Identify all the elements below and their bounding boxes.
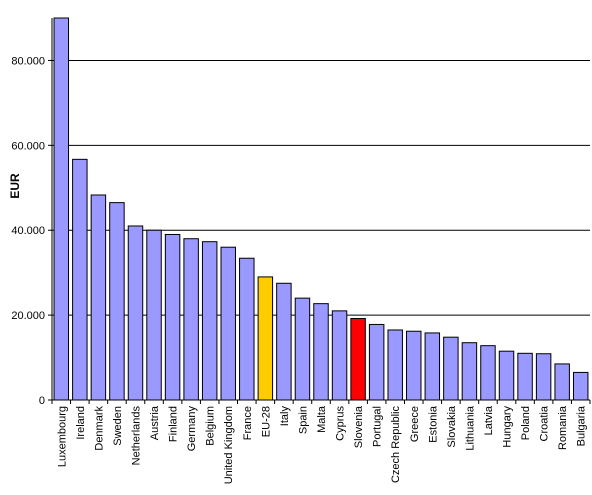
bar-austria xyxy=(146,229,162,401)
x-tick-label: Denmark xyxy=(93,406,105,451)
x-tick-label: Bulgaria xyxy=(576,405,588,446)
x-tick-label: Slovenia xyxy=(353,405,365,448)
bar-germany xyxy=(183,238,199,401)
x-tick-label: Hungary xyxy=(502,406,514,448)
x-tick-label: Estonia xyxy=(427,405,439,443)
x-tick-label: Malta xyxy=(316,405,328,433)
bar-portugal xyxy=(368,323,385,401)
x-tick-label: Luxembourg xyxy=(56,406,68,467)
bar-italy xyxy=(276,282,292,401)
x-tick-label: Romania xyxy=(557,405,569,450)
bar-croatia xyxy=(535,353,552,401)
bar-spain xyxy=(294,297,311,401)
y-tick-label: 0 xyxy=(39,395,45,407)
bar-denmark xyxy=(90,194,107,401)
y-tick-label: 80.000 xyxy=(11,55,45,67)
bar-romania xyxy=(554,363,570,401)
x-tick-label: Cyprus xyxy=(335,406,347,441)
y-axis-title: EUR xyxy=(8,173,22,199)
y-tick-label: 40.000 xyxy=(11,225,45,237)
bar-latvia xyxy=(480,345,496,401)
x-tick-label: Finland xyxy=(168,406,180,442)
x-tick-label: Sweden xyxy=(112,406,124,446)
x-tick-label: United Kingdom xyxy=(223,406,235,484)
bar-ireland xyxy=(72,158,88,401)
bar-france xyxy=(239,257,255,401)
x-tick-label: Austria xyxy=(149,405,161,440)
x-tick-label: Latvia xyxy=(483,405,495,435)
x-tick-label: Netherlands xyxy=(130,406,142,466)
bar-lithuania xyxy=(461,342,478,401)
bar-cyprus xyxy=(331,310,348,401)
x-tick-label: Lithuania xyxy=(464,405,476,451)
y-axis-ticks: 0 20.000 40.000 60.000 80.000 xyxy=(11,55,52,407)
x-tick-label: Czech Republic xyxy=(390,406,402,484)
bar-poland xyxy=(517,352,533,401)
bar-malta xyxy=(313,303,329,401)
bar-hungary xyxy=(498,350,515,401)
bar-estonia xyxy=(424,332,441,401)
x-tick-label: Ireland xyxy=(75,406,87,440)
x-tick-label: Poland xyxy=(520,406,532,440)
x-tick-label: Spain xyxy=(297,406,309,434)
bar-slovenia xyxy=(350,318,366,401)
axes xyxy=(51,18,590,401)
bar-slovakia xyxy=(443,336,459,401)
x-tick-label: EU-28 xyxy=(260,406,272,437)
bar-bulgaria xyxy=(572,371,589,401)
x-tick-label: Germany xyxy=(186,406,198,452)
x-axis-ticks: Luxembourg Ireland Denmark Sweden Netherland… xyxy=(51,400,591,484)
bar-netherlands xyxy=(127,225,144,401)
x-tick-label: France xyxy=(242,406,254,440)
bars xyxy=(53,17,589,401)
x-tick-label: Italy xyxy=(279,406,291,427)
bar-belgium xyxy=(201,241,218,401)
bar-eu-28 xyxy=(257,276,274,401)
y-tick-label: 20.000 xyxy=(11,310,45,322)
y-tick-label: 60.000 xyxy=(11,140,45,152)
bar-finland xyxy=(164,233,181,401)
bar-luxembourg xyxy=(53,17,70,401)
x-tick-label: Slovakia xyxy=(446,405,458,447)
bar-united-kingdom xyxy=(220,246,236,401)
x-tick-label: Croatia xyxy=(539,405,551,441)
x-tick-label: Belgium xyxy=(205,406,217,446)
x-tick-label: Portugal xyxy=(372,406,384,447)
bar-czech-republic xyxy=(387,329,403,401)
bar-sweden xyxy=(109,202,125,401)
x-tick-label: Greece xyxy=(409,406,421,442)
bar-greece xyxy=(406,330,422,401)
